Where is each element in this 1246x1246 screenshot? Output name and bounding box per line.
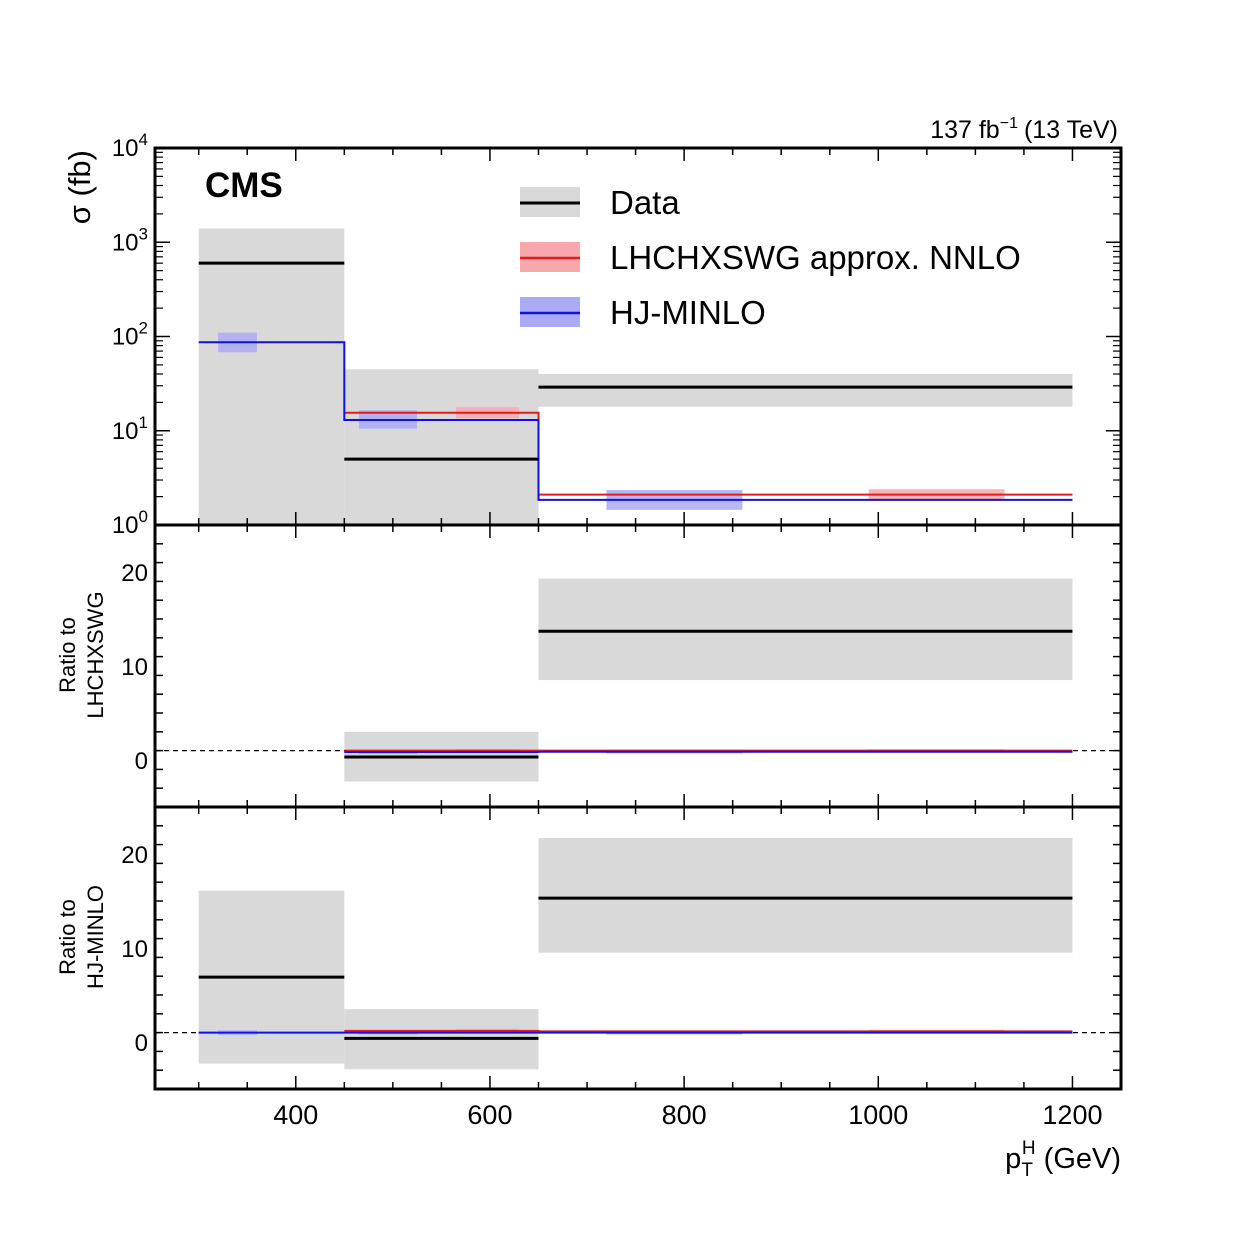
y-tick-label: 102: [112, 319, 148, 351]
data-uncertainty-band: [538, 838, 1073, 953]
y-tick-label: 0: [135, 1030, 148, 1057]
y-tick-label: 20: [121, 560, 148, 587]
x-tick-label: 1000: [848, 1100, 908, 1130]
ratio-axis-label: LHCHXSWG: [83, 591, 108, 718]
x-tick-label: 600: [467, 1100, 512, 1130]
axes: [153, 146, 1123, 1091]
y-tick-label: 0: [135, 748, 148, 775]
ratio-axis-label: Ratio to: [55, 617, 80, 693]
x-axis-label-unit: (GeV): [1044, 1143, 1121, 1175]
y-axis-label: σ (fb): [62, 150, 97, 224]
y-tick-base: 10: [112, 418, 139, 445]
y-tick-label: 20: [121, 842, 148, 869]
data-uncertainty-band: [344, 369, 539, 525]
luminosity-value: 137 fb: [930, 116, 1000, 144]
hj-prediction-line: [198, 341, 1073, 501]
y-tick-exponent: 1: [139, 413, 148, 432]
x-tick-label: 1200: [1042, 1100, 1102, 1130]
legend-label-data: Data: [610, 184, 680, 221]
x-tick-label: 800: [662, 1100, 707, 1130]
legend-label-lhc: LHCHXSWG approx. NNLO: [610, 239, 1021, 276]
panel-frame-ratio-hj: [153, 805, 1123, 1091]
data-uncertainty-band: [538, 578, 1073, 681]
y-tick-label: 10: [121, 654, 148, 681]
x-axis-label-symbol: p: [1005, 1143, 1021, 1175]
series-lines: [155, 261, 1121, 1040]
experiment-label: CMS: [205, 166, 283, 205]
y-tick-label: 100: [112, 507, 148, 539]
x-axis-label-subscript: T: [1021, 1160, 1033, 1181]
x-axis-label-superscript: H: [1022, 1138, 1036, 1159]
y-tick-base: 10: [112, 229, 139, 256]
y-tick-exponent: 3: [139, 224, 148, 243]
y-tick-base: 10: [112, 512, 139, 539]
y-tick-base: 10: [112, 135, 139, 162]
ratio-axis-label: HJ-MINLO: [83, 885, 108, 989]
y-tick-exponent: 2: [139, 319, 148, 338]
data-uncertainty-band: [538, 374, 1073, 407]
x-axis-label: pTH (GeV): [1005, 1138, 1121, 1181]
y-tick-base: 10: [112, 324, 139, 351]
y-tick-exponent: 0: [139, 507, 148, 526]
y-tick-exponent: 4: [139, 130, 148, 149]
luminosity-label: 137 fb−1 (13 TeV): [930, 115, 1118, 144]
luminosity-exponent: −1: [1000, 115, 1018, 132]
ratio-axis-label: Ratio to: [55, 899, 80, 975]
legend-label-hj: HJ-MINLO: [610, 294, 766, 331]
y-tick-label: 10: [121, 936, 148, 963]
y-tick-label: 103: [112, 224, 148, 256]
x-tick-label: 400: [273, 1100, 318, 1130]
data-uncertainty-band: [198, 228, 345, 526]
y-tick-label: 104: [112, 130, 148, 162]
energy-value: (13 TeV): [1024, 116, 1118, 144]
y-tick-label: 101: [112, 413, 148, 445]
